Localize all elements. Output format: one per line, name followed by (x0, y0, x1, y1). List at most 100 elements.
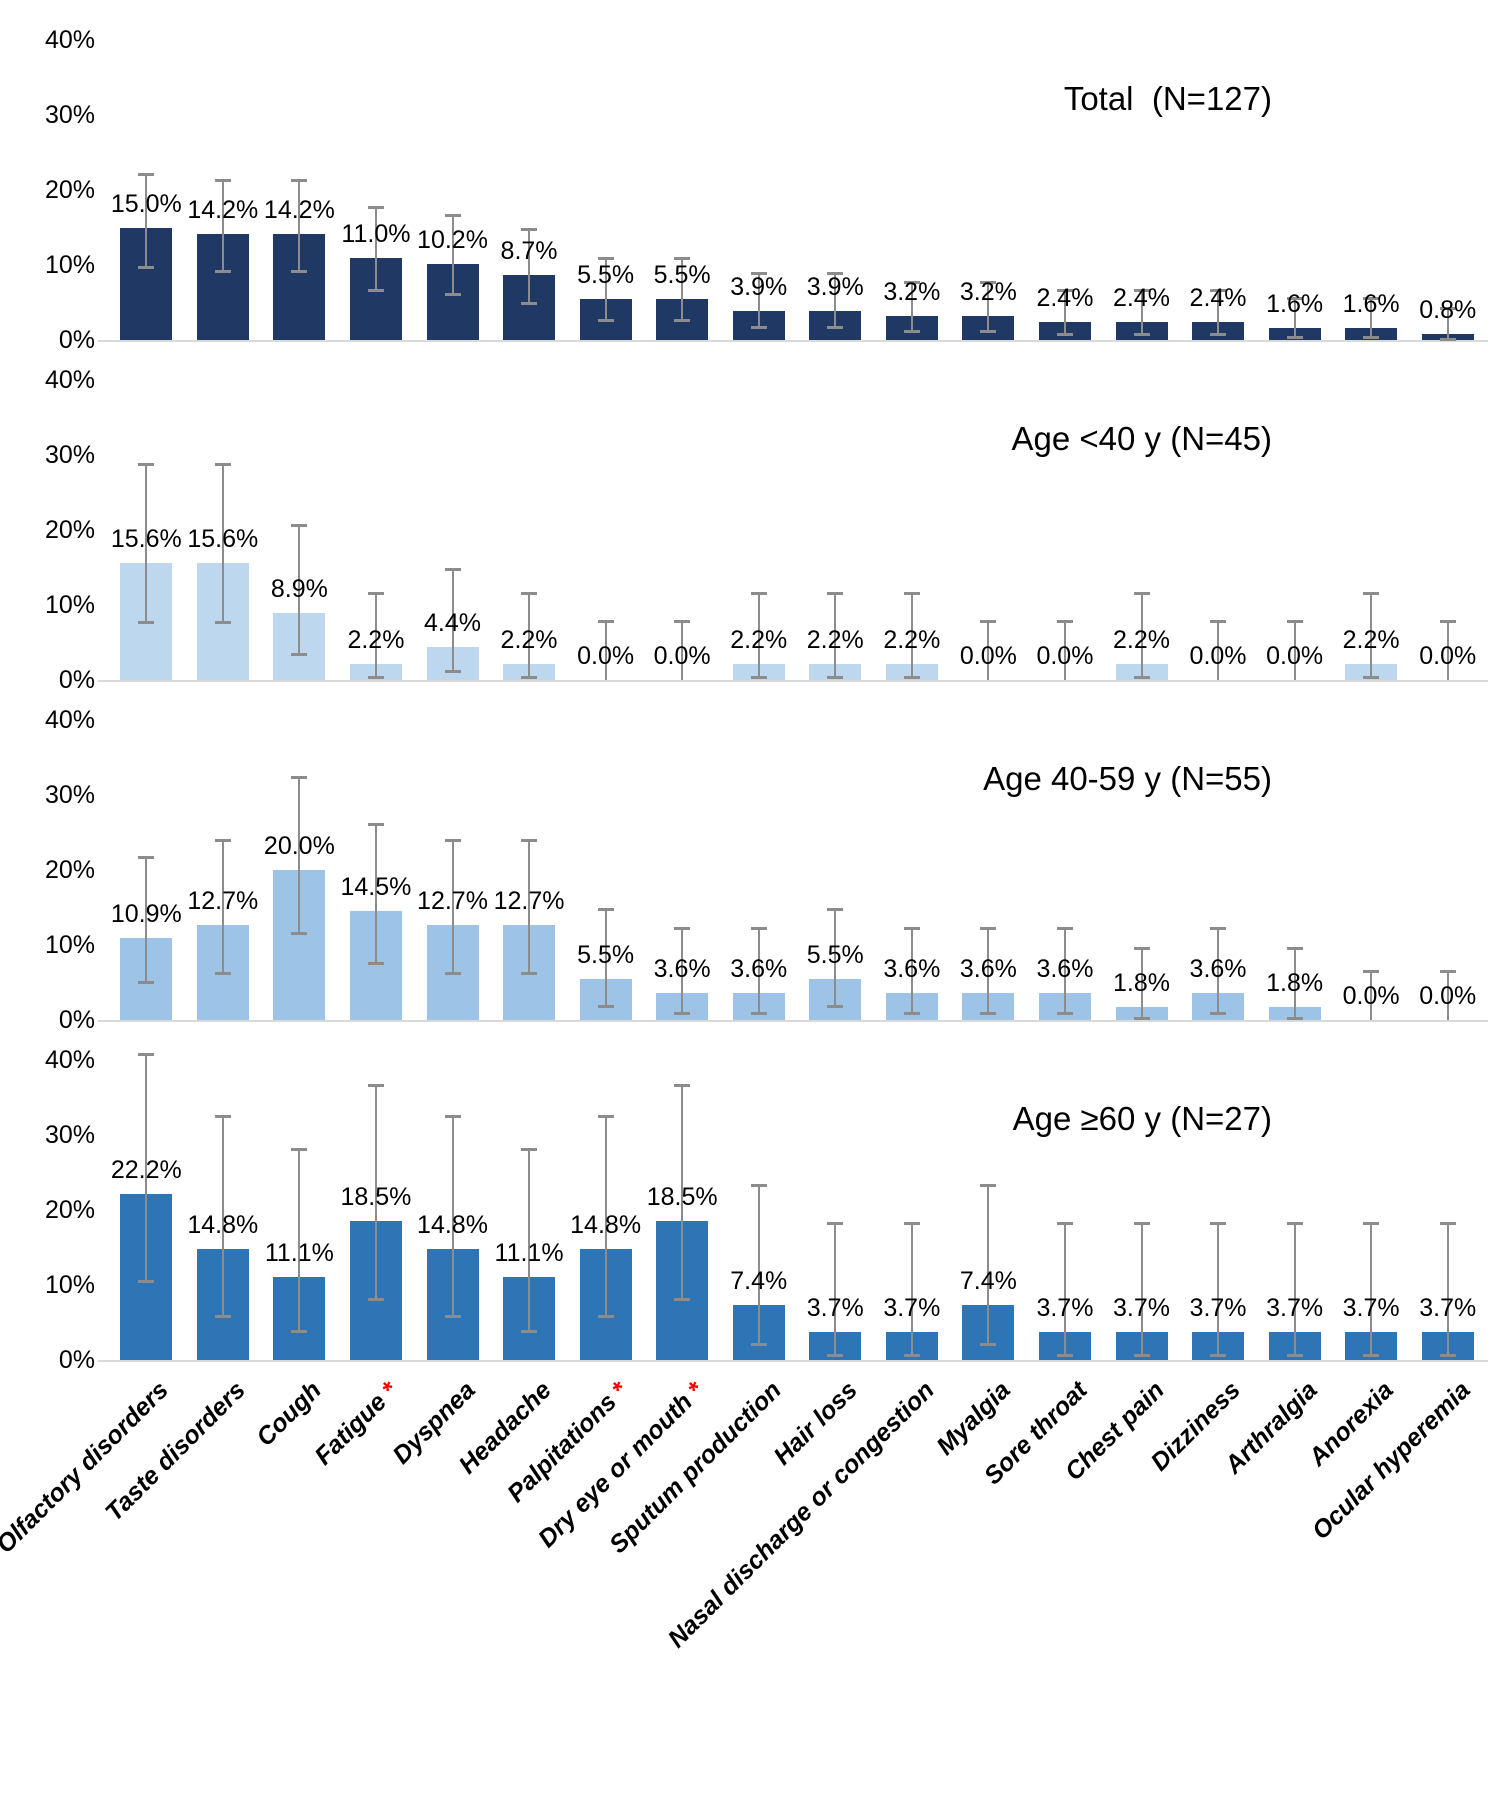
bar-value-label: 2.2% (500, 625, 558, 654)
y-axis-tick-label: 30% (44, 1121, 95, 1149)
error-bar-cap (521, 839, 538, 842)
bar-value-label: 1.6% (1266, 290, 1324, 318)
error-bar-cap (1286, 1016, 1303, 1020)
error-bar-cap (1286, 1221, 1303, 1225)
error-bar (374, 593, 377, 677)
y-axis-tick-label: 10% (44, 1271, 95, 1299)
error-bar-cap (1210, 1221, 1227, 1225)
y-axis-tick-label: 20% (44, 856, 95, 884)
error-bar-cap (903, 1011, 920, 1015)
bar-value-label: 15.0% (110, 189, 182, 218)
error-bar-cap (138, 172, 155, 176)
error-bar (604, 620, 607, 680)
error-bar-cap (1210, 619, 1227, 623)
error-bar-cap (827, 1353, 844, 1357)
error-bar (298, 180, 301, 271)
error-bar-cap (521, 676, 538, 679)
bar-value-label: 11.0% (341, 219, 411, 248)
error-bar (987, 1184, 990, 1345)
error-bar-cap (291, 179, 308, 183)
error-bar (987, 620, 990, 680)
error-bar (221, 840, 224, 973)
error-bar-cap (444, 293, 461, 297)
error-bar-cap (367, 822, 384, 826)
error-bar-cap (980, 280, 997, 284)
y-axis-tick-label: 30% (44, 781, 95, 809)
error-bar (1140, 593, 1143, 677)
error-bar-cap (903, 926, 920, 930)
error-bar-cap (444, 213, 461, 217)
error-bar-cap (903, 280, 920, 284)
error-bar (1446, 307, 1449, 340)
bar-value-label: 3.7% (1113, 1294, 1170, 1323)
error-bar-cap (903, 330, 920, 333)
error-bar-cap (1363, 336, 1380, 339)
error-bar-cap (214, 1314, 231, 1318)
error-bar-cap (980, 926, 997, 930)
error-bar-cap (1439, 1353, 1456, 1357)
error-bar (987, 281, 990, 331)
error-bar-cap (750, 926, 767, 930)
error-bar-cap (1286, 947, 1303, 950)
panel-title: Age 40-59 y (N=55) (983, 760, 1272, 797)
error-bar-cap (980, 1011, 997, 1015)
error-bar-cap (138, 1053, 155, 1056)
error-bar-cap (1286, 336, 1303, 339)
error-bar (987, 927, 990, 1013)
chart-panel-3: Age ≥60 y (N=27) 40% 30% 20% 10% 0% 22.2% 14.8%… (0, 1040, 1498, 1380)
bar-value-label: 0.0% (1036, 642, 1094, 670)
error-bar (1140, 289, 1143, 334)
y-axis-tick-label: 0% (58, 666, 95, 694)
error-bar-cap (903, 592, 920, 595)
bar-value-label: 3.2% (883, 278, 941, 306)
error-bar (374, 1084, 377, 1299)
error-bar-cap (1363, 970, 1380, 974)
bar-value-label: 15.6% (110, 525, 182, 553)
error-bar (757, 927, 760, 1013)
error-bar (1140, 948, 1143, 1018)
error-bar (1140, 1222, 1143, 1355)
error-bar-cap (1363, 1221, 1380, 1225)
error-bar (910, 593, 913, 677)
error-bar-cap (980, 1183, 997, 1187)
error-bar-cap (827, 676, 844, 679)
bar-value-label: 5.5% (577, 940, 635, 969)
error-bar-cap (597, 619, 614, 623)
bar-value-label: 3.6% (1189, 955, 1247, 983)
bar-value-label: 20.0% (263, 832, 335, 860)
error-bar-cap (827, 592, 844, 595)
error-bar-cap (1439, 306, 1456, 310)
x-axis-line (98, 1360, 1488, 1362)
bar-value-label: 5.5% (653, 260, 711, 289)
error-bar (145, 464, 148, 622)
error-bar-cap (903, 676, 920, 679)
y-axis-tick-label: 10% (44, 931, 95, 959)
error-bar-cap (750, 676, 767, 679)
bar-value-label: 3.7% (806, 1294, 864, 1323)
error-bar-cap (367, 962, 384, 965)
error-bar (681, 258, 684, 320)
error-bar-cap (597, 257, 614, 261)
error-bar-cap (1286, 619, 1303, 623)
error-bar-cap (1133, 333, 1150, 336)
error-bar-cap (521, 971, 538, 975)
error-bar (681, 927, 684, 1013)
bar-value-label: 3.6% (959, 955, 1017, 983)
error-bar (374, 207, 377, 290)
error-bar-cap (214, 1115, 231, 1119)
bar-value-label: 0.0% (1419, 642, 1477, 670)
error-bar (910, 281, 913, 331)
bar-value-label: 5.5% (806, 940, 864, 969)
bar-value-label: 14.8% (417, 1211, 488, 1239)
bar-value-label: 4.4% (424, 609, 481, 637)
bar-value-label: 8.7% (500, 236, 558, 265)
error-bar-cap (291, 652, 308, 656)
error-bar-cap (1056, 1353, 1073, 1357)
error-bar-cap (1363, 1353, 1380, 1357)
error-bar (451, 1116, 454, 1316)
error-bar (451, 569, 454, 671)
bar-value-label: 2.2% (347, 625, 405, 654)
error-bar-cap (1210, 1011, 1227, 1015)
error-bar (910, 1222, 913, 1355)
error-bar-cap (674, 926, 691, 930)
